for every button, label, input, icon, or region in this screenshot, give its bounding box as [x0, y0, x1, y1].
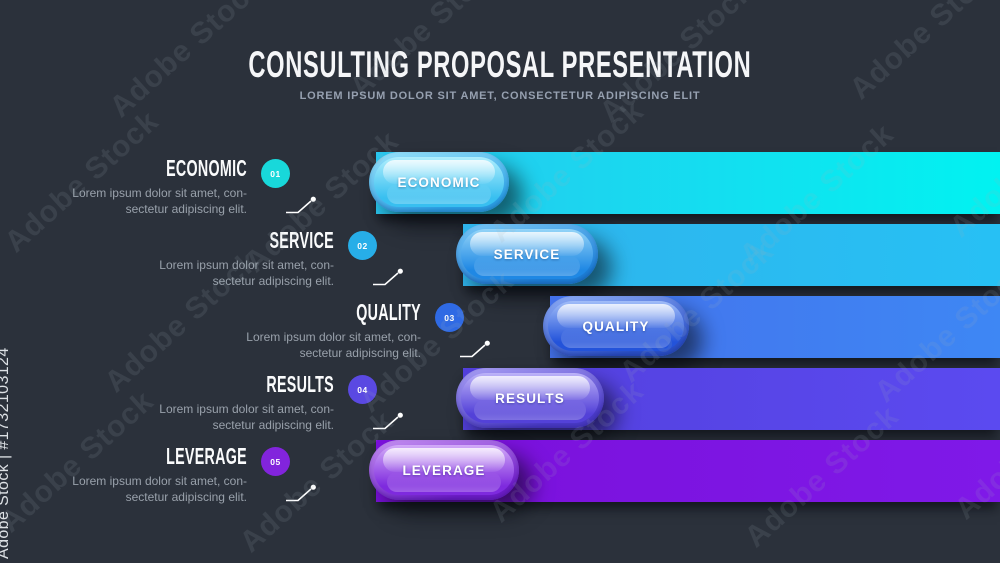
desc-line: Lorem ipsum dolor sit amet, con- [72, 474, 247, 488]
step-description: Lorem ipsum dolor sit amet, con- sectetu… [181, 330, 421, 361]
step-title: LEVERAGE [166, 443, 247, 469]
step-row-economic: ECONOMIC ECONOMIC Lorem ipsum dolor sit … [0, 152, 1000, 218]
step-row-quality: QUALITY QUALITY Lorem ipsum dolor sit am… [0, 296, 1000, 362]
step-description: Lorem ipsum dolor sit amet, con- sectetu… [94, 402, 334, 433]
economic-pill-button[interactable]: ECONOMIC [369, 152, 509, 212]
step-number: 05 [270, 456, 281, 467]
page-title: CONSULTING PROPOSAL PRESENTATION [0, 44, 1000, 86]
step-number-badge: 02 [348, 231, 377, 260]
desc-line: sectetur adipiscing elit. [212, 417, 334, 432]
pill-inner: RESULTS [461, 373, 599, 423]
step-description: Lorem ipsum dolor sit amet, con- sectetu… [7, 186, 247, 217]
step-number: 03 [444, 312, 455, 323]
service-pill-button[interactable]: SERVICE [456, 224, 598, 284]
pill-label: SERVICE [493, 246, 561, 262]
step-description: Lorem ipsum dolor sit amet, con- sectetu… [94, 258, 334, 289]
step-number-badge: 03 [435, 303, 464, 332]
step-description: Lorem ipsum dolor sit amet, con- sectetu… [7, 474, 247, 505]
desc-line: sectetur adipiscing elit. [212, 273, 334, 288]
trend-line-icon [373, 412, 403, 430]
pill-label: LEVERAGE [402, 462, 486, 478]
quality-pill-button[interactable]: QUALITY [543, 296, 689, 356]
desc-line: sectetur adipiscing elit. [125, 489, 247, 504]
step-row-results: RESULTS RESULTS Lorem ipsum dolor sit am… [0, 368, 1000, 434]
step-label-block: ECONOMIC Lorem ipsum dolor sit amet, con… [7, 155, 247, 217]
page-subtitle: LOREM IPSUM DOLOR SIT AMET, CONSECTETUR … [299, 90, 701, 102]
step-number: 01 [270, 168, 281, 179]
step-row-leverage: LEVERAGE LEVERAGE Lorem ipsum dolor sit … [0, 440, 1000, 506]
step-label-block: RESULTS Lorem ipsum dolor sit amet, con-… [94, 371, 334, 433]
pill-inner: QUALITY [548, 301, 684, 351]
step-number: 02 [357, 240, 368, 251]
step-title: QUALITY [356, 299, 421, 325]
trend-line-icon [286, 484, 316, 502]
pill-label: RESULTS [495, 390, 565, 406]
desc-line: Lorem ipsum dolor sit amet, con- [246, 330, 421, 344]
desc-line: Lorem ipsum dolor sit amet, con- [159, 402, 334, 416]
step-row-service: SERVICE SERVICE Lorem ipsum dolor sit am… [0, 224, 1000, 290]
step-title: ECONOMIC [166, 155, 247, 181]
pill-inner: SERVICE [461, 229, 593, 279]
leverage-pill-button[interactable]: LEVERAGE [369, 440, 519, 500]
pill-label: ECONOMIC [397, 174, 481, 190]
desc-line: sectetur adipiscing elit. [299, 345, 421, 360]
step-number-badge: 05 [261, 447, 290, 476]
page-title-text: CONSULTING PROPOSAL PRESENTATION [248, 44, 752, 85]
desc-line: sectetur adipiscing elit. [125, 201, 247, 216]
desc-line: Lorem ipsum dolor sit amet, con- [72, 186, 247, 200]
step-number-badge: 04 [348, 375, 377, 404]
step-title: SERVICE [269, 227, 334, 253]
step-title: RESULTS [266, 371, 334, 397]
pill-label: QUALITY [582, 318, 650, 334]
results-pill-button[interactable]: RESULTS [456, 368, 604, 428]
step-label-block: QUALITY Lorem ipsum dolor sit amet, con-… [181, 299, 421, 361]
trend-line-icon [286, 196, 316, 214]
trend-line-icon [373, 268, 403, 286]
pill-inner: LEVERAGE [374, 445, 514, 495]
step-label-block: SERVICE Lorem ipsum dolor sit amet, con-… [94, 227, 334, 289]
step-label-block: LEVERAGE Lorem ipsum dolor sit amet, con… [7, 443, 247, 505]
desc-line: Lorem ipsum dolor sit amet, con- [159, 258, 334, 272]
trend-line-icon [460, 340, 490, 358]
stock-id-label: Adobe Stock | #1732103124 [0, 347, 12, 559]
pill-inner: ECONOMIC [374, 157, 504, 207]
step-number: 04 [357, 384, 368, 395]
step-number-badge: 01 [261, 159, 290, 188]
